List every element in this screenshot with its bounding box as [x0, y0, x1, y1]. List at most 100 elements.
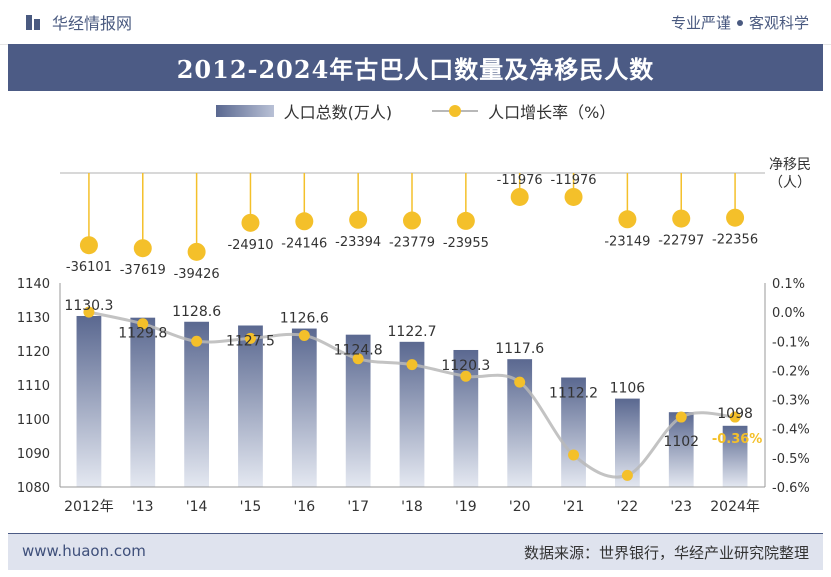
x-tick-label: '15 — [240, 499, 262, 515]
migration-value-label: -23394 — [335, 235, 381, 250]
migration-value-label: -23955 — [443, 236, 489, 251]
x-tick-label: '20 — [509, 499, 531, 515]
legend-item-population[interactable]: 人口总数(万人) — [215, 99, 393, 123]
migration-dot — [618, 210, 637, 229]
population-bar — [130, 317, 156, 487]
population-value-label: 1098 — [717, 406, 753, 422]
migration-value-label: -11976 — [497, 173, 543, 188]
migration-dot — [672, 209, 691, 228]
brand-name: 华经情报网 — [52, 14, 133, 33]
growth-rate-point — [83, 306, 95, 318]
brand[interactable]: 华经情报网 — [24, 10, 132, 34]
population-value-label: 1117.6 — [495, 341, 544, 357]
y-right-tick-label: -0.6% — [772, 481, 810, 496]
x-tick-label: 2012年 — [64, 499, 114, 515]
population-bar — [76, 315, 102, 487]
population-bar — [722, 425, 748, 487]
population-value-label: 1112.2 — [549, 386, 598, 402]
migration-dot — [295, 212, 314, 231]
x-tick-label: '23 — [670, 499, 692, 515]
growth-rate-point — [244, 332, 256, 344]
growth-rate-value-label: -0.36% — [712, 432, 763, 447]
x-tick-label: '19 — [455, 499, 477, 515]
footer: www.huaon.com 数据来源：世界银行，华经产业研究院整理 — [8, 534, 823, 570]
migration-value-label: -36101 — [66, 260, 112, 275]
population-value-label: 1102 — [663, 434, 699, 450]
migration-value-label: -37619 — [120, 263, 166, 278]
y-left-tick-label: 1100 — [17, 413, 50, 428]
footer-site-link[interactable]: www.huaon.com — [22, 542, 146, 560]
population-value-label: 1127.5 — [226, 334, 275, 350]
migration-dot — [403, 211, 421, 230]
migration-dot — [726, 208, 745, 227]
population-value-label: 1128.6 — [172, 304, 221, 320]
growth-rate-point — [352, 353, 364, 365]
migration-value-label: -23779 — [389, 236, 435, 251]
migration-dot — [349, 210, 368, 229]
population-bar — [291, 328, 317, 487]
legend-item-growth-rate[interactable]: 人口增长率（%） — [432, 99, 615, 123]
growth-rate-point — [675, 411, 687, 423]
y-left-tick-label: 1080 — [17, 481, 50, 496]
y-right-tick-label: -0.2% — [772, 364, 810, 379]
migration-axis-unit: （人） — [769, 175, 811, 191]
y-right-tick-label: -0.1% — [772, 335, 810, 350]
slogan-right: 客观科学 — [748, 14, 809, 32]
brand-logo-icon — [26, 15, 40, 30]
legend-label-population: 人口总数(万人) — [283, 103, 393, 122]
migration-value-label: -11976 — [551, 173, 597, 188]
y-right-tick-label: 0.1% — [772, 277, 805, 292]
population-bar — [561, 377, 586, 487]
y-left-tick-label: 1090 — [17, 447, 50, 462]
chart-canvas: 净移民 （人） -36101 -37619 -39426 -24910 -24146 -233… — [17, 157, 811, 515]
growth-rate-point — [514, 376, 526, 388]
growth-rate-point — [568, 449, 580, 461]
migration-dot — [241, 213, 260, 232]
migration-axis-label: 净移民 — [769, 157, 811, 173]
growth-rate-point — [460, 370, 472, 382]
migration-value-label: -23149 — [604, 234, 650, 249]
x-tick-label: '21 — [563, 499, 585, 515]
x-tick-label: '17 — [347, 499, 369, 515]
y-left-tick-label: 1120 — [17, 345, 50, 360]
x-tick-label: '14 — [186, 499, 208, 515]
y-right-tick-label: 0.0% — [772, 306, 805, 321]
slogan: 专业严谨 客观科学 — [671, 12, 809, 33]
y-right-tick-label: -0.3% — [772, 394, 810, 409]
growth-rate-point — [137, 318, 149, 330]
migration-value-label: -24910 — [227, 238, 273, 253]
footer-divider — [8, 533, 823, 534]
population-value-label: 1130.3 — [64, 298, 113, 314]
chart-legend: 人口总数(万人) 人口增长率（%） — [0, 98, 831, 124]
migration-dot — [510, 187, 529, 206]
slogan-left: 专业严谨 — [670, 14, 731, 32]
x-tick-label: '13 — [132, 499, 154, 515]
x-tick-label: '16 — [293, 499, 315, 515]
slogan-dot-icon — [736, 19, 743, 26]
y-right-tick-label: -0.5% — [772, 452, 810, 467]
growth-rate-point — [621, 469, 633, 481]
migration-dot — [187, 242, 206, 261]
x-tick-label: '22 — [617, 499, 639, 515]
migration-dot — [79, 236, 98, 255]
population-bar — [184, 321, 209, 487]
legend-line-swatch — [432, 104, 479, 118]
top-bar: 华经情报网 专业严谨 客观科学 — [0, 0, 831, 45]
migration-dot — [456, 211, 475, 230]
legend-bar-swatch — [215, 105, 274, 117]
migration-value-label: -39426 — [174, 267, 220, 282]
x-tick-label: '18 — [401, 499, 423, 515]
footer-source: 数据来源：世界银行，华经产业研究院整理 — [523, 544, 809, 562]
y-right-tick-label: -0.4% — [772, 423, 810, 438]
migration-value-label: -22356 — [712, 233, 758, 248]
x-tick-label: 2024年 — [710, 499, 760, 515]
growth-rate-point — [191, 335, 203, 347]
population-bar — [238, 325, 263, 487]
population-value-label: 1120.3 — [441, 358, 490, 374]
y-left-tick-label: 1140 — [17, 277, 50, 292]
population-value-label: 1106 — [610, 381, 646, 397]
migration-value-label: -22797 — [658, 234, 704, 249]
population-value-label: 1124.8 — [334, 343, 383, 359]
population-value-label: 1126.6 — [280, 311, 329, 327]
chart-title: 2012-2024年古巴人口数量及净移民人数 — [8, 44, 823, 91]
